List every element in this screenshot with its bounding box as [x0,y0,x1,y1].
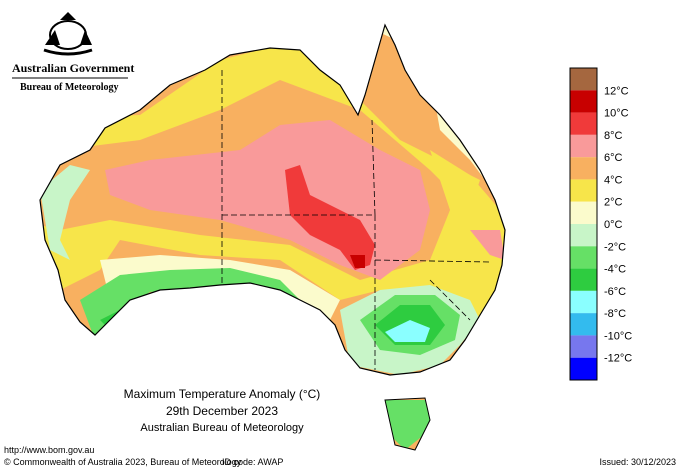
map-source: Australian Bureau of Meteorology [140,422,304,434]
footer-copyright: © Commonwealth of Australia 2023, Bureau… [4,457,242,467]
legend-label: 4°C [604,174,623,186]
legend-label: 10°C [604,108,629,120]
legend-swatch [570,246,597,269]
legend-frame [569,67,598,381]
legend-label: -8°C [604,308,626,320]
footer-issued: Issued: 30/12/2023 [599,457,676,467]
legend-swatch [570,134,597,158]
legend-swatch [570,224,597,247]
map-date: 29th December 2023 [166,404,278,418]
borders [39,23,506,451]
legend-label: -12°C [604,353,632,365]
bureau-name: Bureau of Meteorology [20,82,119,93]
map-title: Maximum Temperature Anomaly (°C) [124,387,321,401]
legend-label: -10°C [604,330,632,342]
legend-swatch [570,90,597,113]
footer-url: http://www.bom.gov.au [4,445,94,455]
legend-swatch [570,157,597,180]
legend-swatch [570,357,597,380]
coat-of-arms [43,12,93,56]
legend-label: 12°C [604,85,629,97]
legend-label: 6°C [604,152,623,164]
legend-swatch [570,313,597,336]
footer-id: ID code: AWAP [222,457,283,467]
legend-swatch [570,335,597,358]
legend-label: 2°C [604,197,623,209]
legend: 12°C 10°C 8°C 6°C 4°C 2°C 0°C -2°C -4°C -6°C -8°C -… [569,67,632,381]
government-name: Australian Government [12,61,134,75]
legend-label: -2°C [604,241,626,253]
legend-swatch [570,268,597,291]
legend-swatch [570,68,597,91]
legend-swatch [570,201,597,224]
legend-swatch [570,179,597,202]
legend-label: 0°C [604,219,623,231]
legend-label: -6°C [604,286,626,298]
legend-label: -4°C [604,264,626,276]
legend-swatch [570,112,597,135]
legend-label: 8°C [604,130,623,142]
legend-swatch [570,290,597,314]
